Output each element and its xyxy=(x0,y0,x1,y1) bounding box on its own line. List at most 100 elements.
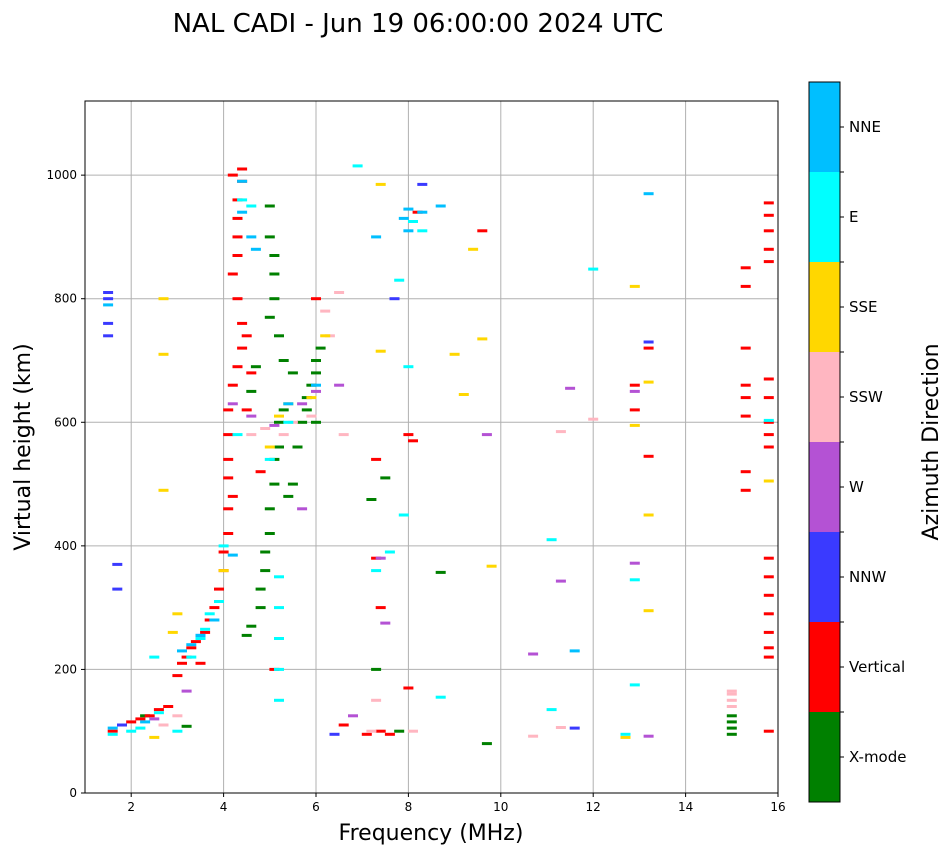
echo-point-sse xyxy=(149,735,160,739)
echo-point-vertical xyxy=(153,708,164,712)
echo-point-ssw xyxy=(726,692,737,696)
echo-point-vertical xyxy=(214,587,224,591)
colorbar: X-mode Vertical NNW W SSW SSE E NNE xyxy=(809,82,906,802)
echo-point-ssw xyxy=(334,291,345,294)
echo-point-w xyxy=(643,734,654,738)
data-points xyxy=(103,164,774,746)
echo-point-x-mode xyxy=(481,742,492,746)
echo-point-w xyxy=(334,383,345,387)
echo-point-vertical xyxy=(763,630,774,634)
echo-point-vertical xyxy=(177,661,187,665)
echo-point-e xyxy=(172,729,183,733)
echo-point-e xyxy=(403,365,414,369)
echo-point-e xyxy=(588,267,599,271)
echo-point-e xyxy=(274,575,284,579)
chart-title: NAL CADI - Jun 19 06:00:00 2024 UTC xyxy=(173,9,664,39)
echo-point-x-mode xyxy=(287,482,298,486)
echo-point-vertical xyxy=(237,321,248,325)
colorbar-label: E xyxy=(849,208,858,226)
echo-point-sse xyxy=(629,423,640,427)
echo-point-nnw xyxy=(417,182,428,186)
echo-point-ssw xyxy=(588,417,599,421)
echo-point-nnw xyxy=(103,291,114,294)
echo-point-vertical xyxy=(172,674,183,678)
echo-point-x-mode xyxy=(726,726,737,730)
echo-point-e xyxy=(394,278,405,282)
y-tick-label: 800 xyxy=(54,292,77,306)
echo-point-x-mode xyxy=(269,297,280,301)
echo-point-vertical xyxy=(237,167,248,171)
y-tick-label: 400 xyxy=(54,539,77,553)
echo-point-sse xyxy=(643,513,654,517)
echo-point-nne xyxy=(311,383,321,387)
echo-point-vertical xyxy=(223,408,234,412)
echo-point-e xyxy=(546,538,557,542)
colorbar-label: W xyxy=(849,478,864,496)
echo-point-ssw xyxy=(371,698,382,702)
echo-point-sse xyxy=(274,414,284,418)
echo-point-x-mode xyxy=(283,494,294,498)
y-tick-label: 1000 xyxy=(46,168,77,182)
echo-point-w xyxy=(297,402,308,406)
echo-point-x-mode xyxy=(435,570,446,574)
echo-point-vertical xyxy=(763,655,774,659)
echo-point-e xyxy=(204,612,215,616)
echo-point-nne xyxy=(246,235,257,239)
echo-point-x-mode xyxy=(269,254,280,257)
echo-point-vertical xyxy=(408,439,418,443)
echo-point-vertical xyxy=(763,213,774,217)
echo-point-vertical xyxy=(223,457,234,461)
echo-point-x-mode xyxy=(264,315,275,319)
plot-frame xyxy=(84,100,779,794)
echo-point-e xyxy=(232,433,243,437)
echo-point-vertical xyxy=(763,377,774,381)
echo-point-w xyxy=(380,621,391,625)
echo-point-e xyxy=(398,513,409,517)
echo-point-nne xyxy=(107,726,118,730)
echo-point-nnw xyxy=(329,732,340,736)
echo-point-x-mode xyxy=(315,346,326,350)
echo-point-sse xyxy=(375,349,386,353)
echo-point-vertical xyxy=(763,556,774,560)
echo-point-sse xyxy=(486,564,497,568)
echo-point-x-mode xyxy=(726,720,737,724)
echo-point-w xyxy=(227,402,238,406)
echo-point-e xyxy=(546,708,557,712)
echo-point-nnw xyxy=(112,562,123,566)
echo-point-e xyxy=(283,420,294,424)
echo-point-w xyxy=(311,389,321,393)
echo-point-sse xyxy=(158,352,169,356)
colorbar-label: NNW xyxy=(849,568,886,586)
echo-point-vertical xyxy=(763,593,774,597)
echo-point-x-mode xyxy=(278,408,289,412)
echo-point-vertical xyxy=(403,433,414,437)
echo-point-e xyxy=(629,578,640,582)
echo-point-ssw xyxy=(246,433,257,437)
echo-point-w xyxy=(246,414,257,418)
echo-point-nnw xyxy=(103,321,114,325)
echo-point-sse xyxy=(643,380,654,384)
echo-point-e xyxy=(153,711,164,715)
echo-point-sse xyxy=(375,182,386,186)
echo-point-x-mode xyxy=(274,334,284,338)
y-tick-label: 0 xyxy=(69,786,77,800)
echo-point-vertical xyxy=(763,247,774,251)
echo-point-ssw xyxy=(306,414,317,418)
echo-point-nne xyxy=(643,192,654,196)
echo-point-vertical xyxy=(223,507,234,511)
echo-point-sse xyxy=(306,396,317,400)
echo-point-nne xyxy=(435,204,446,208)
echo-point-x-mode xyxy=(255,606,266,610)
echo-point-sse xyxy=(264,445,275,449)
echo-point-vertical xyxy=(223,476,234,480)
echo-point-vertical xyxy=(232,297,243,301)
echo-point-nne xyxy=(209,618,220,622)
echo-point-x-mode xyxy=(726,714,737,718)
echo-point-vertical xyxy=(629,408,640,412)
echo-point-vertical xyxy=(227,383,238,387)
echo-point-vertical xyxy=(763,729,774,733)
echo-point-x-mode xyxy=(311,371,321,375)
echo-point-nne xyxy=(250,247,261,251)
colorbar-frame xyxy=(808,81,841,803)
echo-point-vertical xyxy=(740,346,751,350)
